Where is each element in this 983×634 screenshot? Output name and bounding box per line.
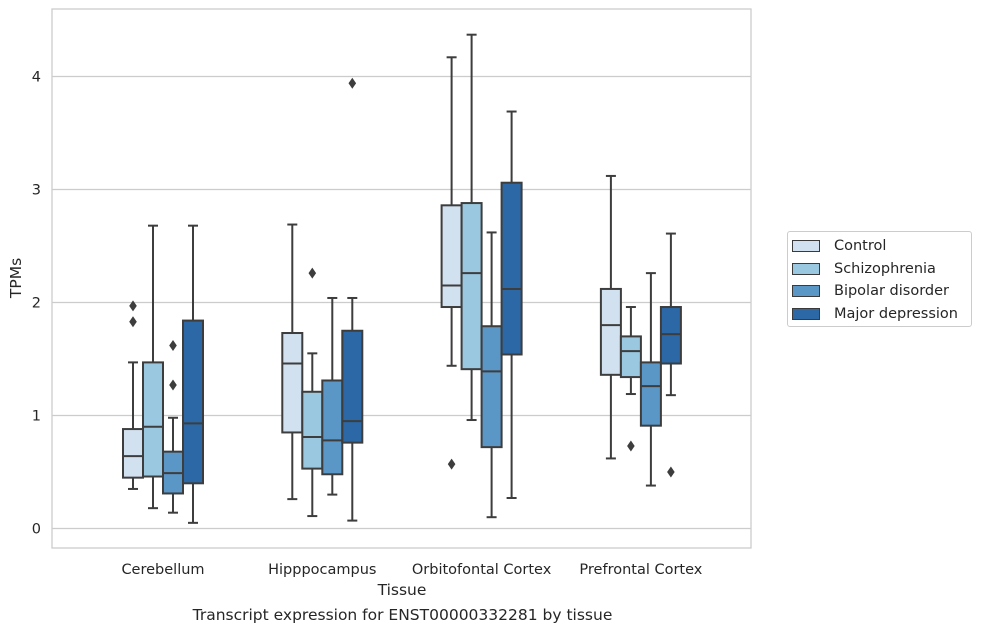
legend-item: Control	[792, 236, 886, 256]
outlier-point	[308, 267, 317, 279]
box-body	[301, 390, 324, 470]
box	[659, 232, 682, 478]
outlier-point	[447, 458, 456, 470]
outlier-point	[667, 466, 675, 478]
box	[480, 231, 503, 519]
legend-swatch	[792, 307, 820, 320]
outlier-point	[129, 300, 137, 312]
box	[599, 174, 622, 460]
legend-item: Bipolar disorder	[792, 281, 949, 301]
series-major-depression	[182, 77, 682, 524]
legend-label: Bipolar disorder	[834, 283, 949, 299]
y-tick-label: 2	[32, 296, 41, 312]
legend-label: Control	[834, 238, 887, 254]
box	[142, 224, 164, 510]
x-tick-label: Orbitofontal Cortex	[412, 562, 552, 578]
y-tick-label: 3	[32, 183, 41, 199]
y-gridlines	[52, 75, 751, 530]
box-body	[500, 181, 523, 356]
y-tick-label: 4	[32, 70, 41, 86]
box-body	[321, 379, 344, 476]
legend-item: Schizophrenia	[792, 259, 936, 279]
chart-caption: Transcript expression for ENST0000033228…	[192, 606, 613, 624]
box	[500, 110, 523, 499]
legend: Control Schizophrenia Bipolar disorder Majo…	[787, 231, 972, 327]
x-axis-label: Tissue	[377, 581, 427, 599]
box-body	[460, 202, 483, 371]
legend-item: Major depression	[792, 304, 958, 324]
box	[619, 306, 642, 452]
box-body	[440, 204, 463, 309]
box	[301, 267, 324, 518]
y-tick-label: 1	[32, 409, 41, 425]
y-tick-labels: 0 1 2 3 4	[32, 70, 41, 538]
box	[162, 339, 184, 514]
box	[321, 296, 344, 496]
box-body	[122, 428, 144, 479]
box-body	[599, 287, 622, 376]
y-tick-label: 0	[32, 522, 41, 538]
x-tick-labels: Cerebellum Hipppocampus Orbitofontal Corte…	[121, 562, 702, 578]
box-body	[639, 361, 662, 427]
outlier-point	[627, 440, 635, 452]
box	[341, 77, 364, 522]
box	[440, 56, 463, 470]
y-axis-label: TPMs	[7, 258, 25, 299]
box-body	[659, 306, 682, 365]
x-tick-label: Prefrontal Cortex	[579, 562, 702, 578]
box	[639, 272, 662, 487]
plot-frame	[51, 8, 752, 549]
x-tick-label: Hipppocampus	[268, 562, 376, 578]
box	[460, 33, 483, 422]
box-body	[619, 335, 642, 379]
series-control	[122, 56, 622, 501]
box	[281, 223, 304, 501]
outlier-point	[129, 316, 137, 328]
box-body	[281, 332, 304, 434]
legend-label: Major depression	[834, 305, 958, 322]
legend-swatch	[792, 240, 820, 252]
x-tick-label: Cerebellum	[121, 562, 204, 578]
legend-label: Schizophrenia	[834, 260, 936, 277]
series-schizophrenia	[142, 33, 642, 518]
outlier-point	[169, 339, 177, 351]
box-plot-series	[122, 33, 682, 524]
box-body	[182, 319, 204, 485]
box-body	[341, 329, 364, 444]
series-bipolar-disorder	[162, 231, 662, 519]
outlier-point	[169, 379, 177, 391]
legend-swatch	[792, 285, 820, 297]
box	[122, 300, 144, 490]
box-body	[142, 361, 164, 478]
box-body	[480, 325, 503, 449]
outlier-point	[348, 77, 357, 89]
legend-swatch	[792, 262, 820, 275]
box	[182, 224, 204, 524]
